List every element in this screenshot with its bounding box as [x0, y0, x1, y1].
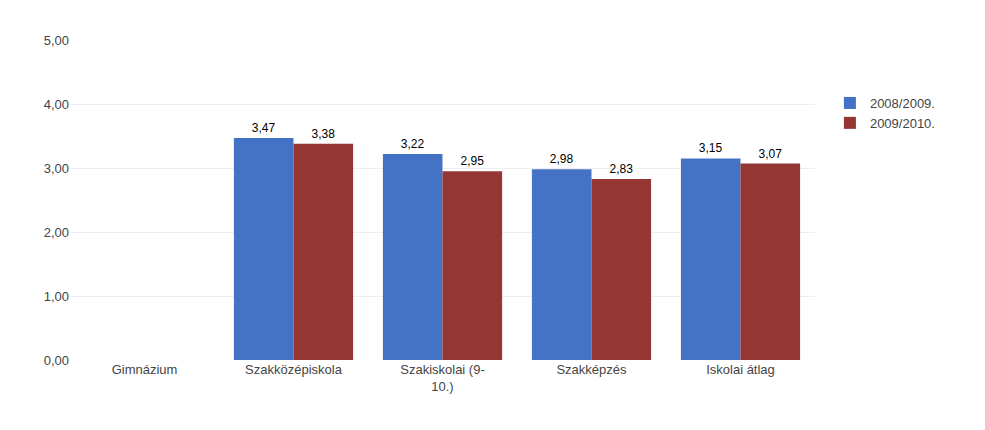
- svg-text:Szakközépiskola: Szakközépiskola: [245, 362, 343, 377]
- svg-text:4,00: 4,00: [44, 97, 69, 112]
- svg-text:2009/2010.: 2009/2010.: [870, 116, 935, 131]
- svg-text:5,00: 5,00: [44, 33, 69, 48]
- svg-text:2,95: 2,95: [460, 154, 484, 168]
- svg-text:3,22: 3,22: [401, 137, 425, 151]
- svg-text:3,07: 3,07: [758, 147, 782, 161]
- svg-text:Gimnázium: Gimnázium: [112, 362, 178, 377]
- svg-text:Iskolai átlag: Iskolai átlag: [706, 362, 775, 377]
- svg-text:2008/2009.: 2008/2009.: [870, 96, 935, 111]
- svg-text:Szakképzés: Szakképzés: [556, 362, 627, 377]
- svg-text:Szakiskolai (9-10.): Szakiskolai (9-10.): [400, 362, 485, 394]
- svg-text:3,00: 3,00: [44, 161, 69, 176]
- svg-text:2,98: 2,98: [550, 152, 574, 166]
- svg-text:3,15: 3,15: [699, 141, 723, 155]
- svg-text:2,83: 2,83: [609, 162, 633, 176]
- svg-text:3,47: 3,47: [252, 121, 276, 135]
- svg-text:1,00: 1,00: [44, 289, 69, 304]
- svg-text:3,38: 3,38: [311, 127, 335, 141]
- svg-text:2,00: 2,00: [44, 225, 69, 240]
- svg-text:0,00: 0,00: [44, 353, 69, 368]
